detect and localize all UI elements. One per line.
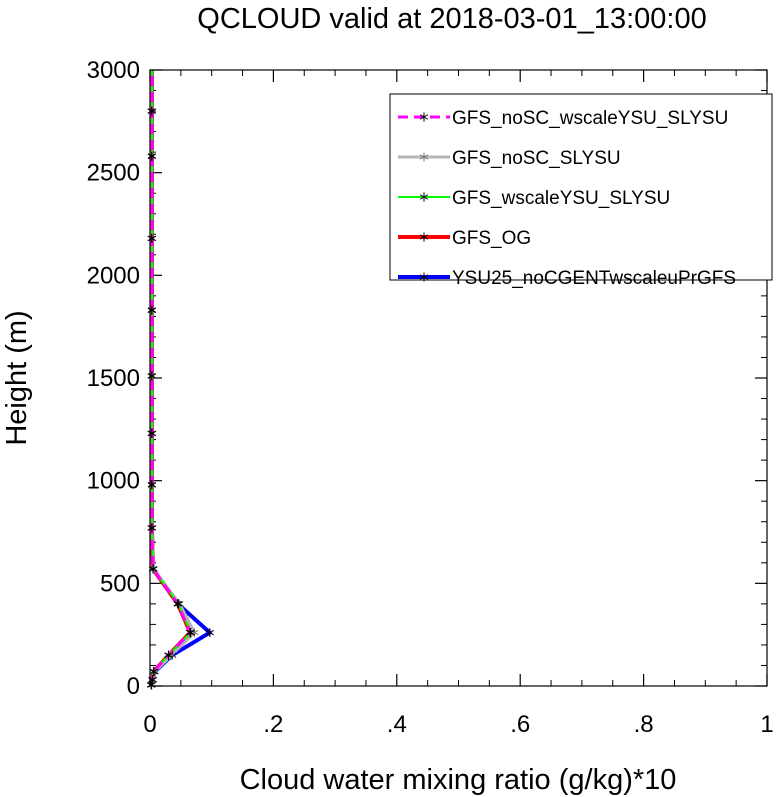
data-point-marker: [147, 106, 156, 116]
data-point-marker: [147, 233, 156, 243]
marker-stroke: [185, 629, 195, 636]
y-tick-label: 3000: [87, 57, 140, 84]
data-point-marker: [150, 667, 160, 677]
data-point-marker: [147, 523, 156, 533]
marker-stroke: [419, 194, 429, 200]
marker-stroke: [205, 629, 214, 636]
legend-label: GFS_noSC_SLYSU: [452, 148, 621, 169]
y-tick-label: 2000: [87, 262, 140, 289]
x-tick-label: 1: [760, 711, 773, 738]
marker-stroke: [147, 307, 156, 313]
x-axis-label: Cloud water mixing ratio (g/kg)*10: [240, 764, 677, 796]
marker-stroke: [175, 601, 184, 607]
data-point-marker: [147, 428, 156, 438]
marker-stroke: [147, 525, 156, 531]
data-point-marker: [147, 151, 156, 161]
marker-stroke: [419, 114, 429, 120]
marker-stroke: [147, 373, 156, 379]
marker-stroke: [149, 668, 158, 675]
legend-label: GFS_OG: [452, 228, 531, 249]
marker-stroke: [164, 652, 173, 658]
marker-stroke: [419, 154, 429, 160]
data-point-marker: [205, 628, 214, 638]
x-tick-label: .6: [510, 711, 530, 738]
x-tick-label: .4: [387, 711, 407, 738]
marker-stroke: [147, 430, 156, 437]
data-point-marker: [147, 371, 156, 381]
marker-stroke: [173, 601, 182, 607]
legend-marker: [419, 232, 429, 242]
marker-stroke: [147, 482, 156, 488]
data-point-marker: [147, 480, 156, 490]
y-axis-label: Height (m): [1, 310, 33, 445]
data-point-marker: [149, 667, 158, 677]
x-tick-label: 0: [143, 711, 156, 738]
legend-marker: [419, 112, 429, 122]
legend-label: GFS_wscaleYSU_SLYSU: [452, 188, 670, 209]
y-tick-label: 1000: [87, 468, 140, 495]
marker-stroke: [147, 108, 156, 114]
data-point-marker: [173, 599, 182, 609]
data-point-marker: [164, 650, 173, 660]
x-tick-label: .2: [263, 711, 283, 738]
legend-label: GFS_noSC_wscaleYSU_SLYSU: [452, 108, 728, 129]
marker-stroke: [150, 668, 160, 675]
series-line-GFS_noSC_wscaleYSU_SLYSU: [149, 70, 192, 686]
marker-stroke: [147, 153, 156, 159]
legend-marker: [419, 192, 429, 202]
legend-box: [389, 93, 773, 281]
marker-stroke: [419, 274, 429, 280]
y-tick-label: 0: [127, 673, 140, 700]
data-point-marker: [175, 599, 184, 609]
legend: GFS_noSC_wscaleYSU_SLYSU GFS_noSC_SLYSU GF…: [389, 93, 773, 289]
legend-marker: [419, 152, 429, 162]
legend-label: YSU25_noCGENTwscaleuPrGFS: [452, 268, 736, 289]
series-layer: [147, 70, 214, 690]
data-point-marker: [185, 628, 195, 638]
ticks-layer: 0 500 1000 1500 2000 2500 3000 0 .2 .4 .6 .8 1: [87, 57, 774, 738]
y-tick-label: 2500: [87, 160, 140, 187]
plot-frame: [149, 69, 768, 687]
y-tick-label: 1500: [87, 365, 140, 392]
y-tick-label: 500: [100, 570, 140, 597]
x-tick-label: .8: [634, 711, 654, 738]
chart-title: QCLOUD valid at 2018-03-01_13:00:00: [197, 3, 706, 35]
marker-stroke: [419, 234, 429, 240]
marker-stroke: [147, 235, 156, 242]
legend-marker: [419, 272, 429, 282]
data-point-marker: [147, 305, 156, 315]
